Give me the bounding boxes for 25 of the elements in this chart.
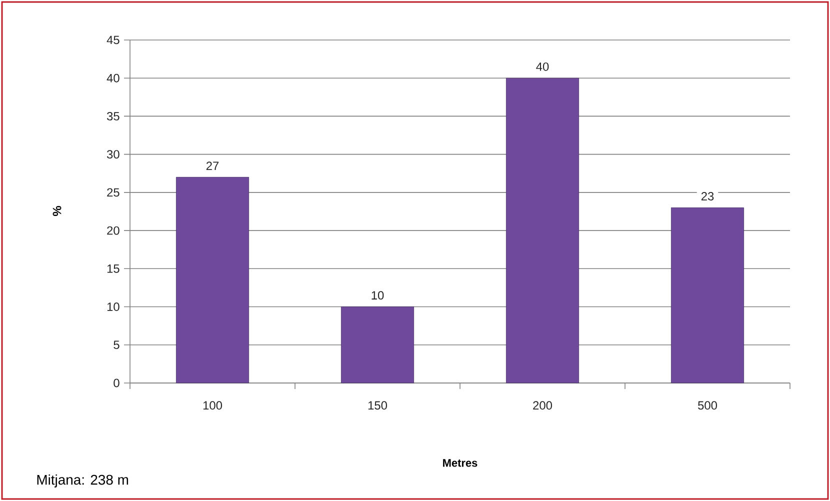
y-tick-label: 10 [107, 302, 120, 311]
y-axis-title: % [52, 206, 62, 216]
data-label: 10 [372, 291, 384, 300]
bar [176, 176, 250, 384]
y-tick-label: 45 [106, 36, 120, 44]
data-label: 40 [536, 62, 549, 71]
text: Mitjana: 238 m [37, 474, 128, 488]
bar [671, 207, 744, 384]
y-tick-label: 20 [107, 226, 120, 235]
y-tick-label: 40 [106, 74, 120, 82]
x-tick-label: 100 [203, 401, 222, 410]
y-tick-label: 15 [107, 264, 120, 273]
y-tick-label: 35 [106, 112, 120, 120]
x-tick-label: 500 [698, 401, 718, 410]
y-tick-label: 5 [114, 340, 120, 350]
y-tick-label: 30 [106, 150, 120, 159]
data-label: 27 [206, 162, 219, 170]
x-tick-label: 150 [368, 401, 388, 410]
bar [341, 306, 414, 384]
y-tick-label: 0 [114, 378, 120, 388]
bar [506, 78, 580, 384]
x-tick-label: 200 [533, 401, 552, 410]
data-label: 23 [701, 192, 714, 200]
x-axis-title: Metres [443, 459, 478, 467]
y-tick-label: 25 [107, 188, 120, 197]
